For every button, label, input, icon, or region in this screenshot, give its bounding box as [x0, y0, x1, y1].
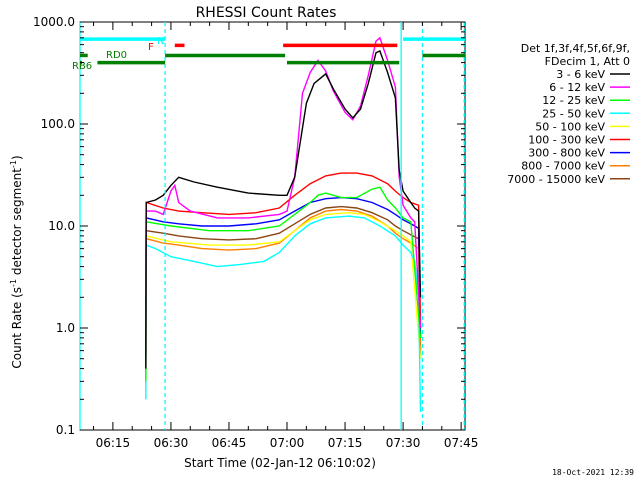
- legend-entry-label: 3 - 6 keV: [556, 68, 605, 81]
- legend-header: Det 1f,3f,4f,5f,6f,9f,: [521, 42, 630, 55]
- flag-layer: NF RD0 RB6: [72, 36, 465, 72]
- legend-entry-label: 800 - 7000 keV: [521, 160, 605, 173]
- legend-entry-label: 25 - 50 keV: [542, 107, 605, 120]
- flag-label: N: [157, 36, 164, 47]
- legend-entry-label: 50 - 100 keV: [535, 120, 605, 133]
- series-800-7000-kevline: [145, 208, 422, 382]
- series-12-25-kevline: [145, 186, 422, 382]
- series-25-50-kevline: [145, 215, 422, 413]
- legend-entry-label: 100 - 300 keV: [528, 134, 605, 147]
- series-3-6-kevline: [145, 50, 422, 369]
- legend-entry-label: 6 - 12 keV: [549, 81, 605, 94]
- legend-entry-label: 12 - 25 keV: [542, 94, 605, 107]
- plot-frame: [79, 21, 466, 431]
- plot-area: [79, 21, 466, 431]
- axis-layer: 0.1 1.0 10.0 100.0 1000.0 06:15 06:30 06:45 07:0…: [33, 15, 478, 450]
- flag-label: RD0: [106, 50, 127, 61]
- y-tick-label: 1.0: [56, 321, 75, 335]
- chart-title: RHESSI Count Rates: [196, 5, 337, 21]
- series-300-800-kevline: [145, 196, 422, 375]
- x-tick-label: 06:30: [154, 436, 189, 450]
- x-tick-label: 07:45: [444, 436, 479, 450]
- generation-timestamp: 18-Oct-2021 12:39: [552, 468, 634, 477]
- flag-label: RB6: [72, 61, 92, 72]
- series-50-100-kevline: [145, 211, 422, 390]
- y-tick-label: 1000.0: [33, 15, 75, 29]
- legend: Det 1f,3f,4f,5f,6f,9f,FDecim 1, Att 03 -…: [507, 42, 630, 186]
- x-tick-label: 06:15: [96, 436, 131, 450]
- legend-entry-label: 7000 - 15000 keV: [507, 173, 605, 186]
- x-tick-label: 07:00: [270, 436, 305, 450]
- y-tick-label: 0.1: [56, 423, 75, 437]
- y-axis-label: Count Rate (s-1 detector segment-1): [9, 155, 24, 368]
- x-axis-label: Start Time (02-Jan-12 06:10:02): [184, 456, 376, 470]
- x-tick-label: 07:15: [328, 436, 363, 450]
- flag-label: F: [148, 42, 154, 53]
- series-layer: [145, 36, 422, 413]
- legend-header: FDecim 1, Att 0: [545, 55, 630, 68]
- x-tick-label: 06:45: [212, 436, 247, 450]
- series-6-12-kevline: [145, 36, 422, 359]
- series-7000-15000-kevline: [145, 205, 422, 375]
- x-tick-label: 07:30: [386, 436, 421, 450]
- legend-entry-label: 300 - 800 keV: [528, 147, 605, 160]
- y-tick-label: 10.0: [48, 219, 75, 233]
- y-tick-label: 100.0: [41, 117, 75, 131]
